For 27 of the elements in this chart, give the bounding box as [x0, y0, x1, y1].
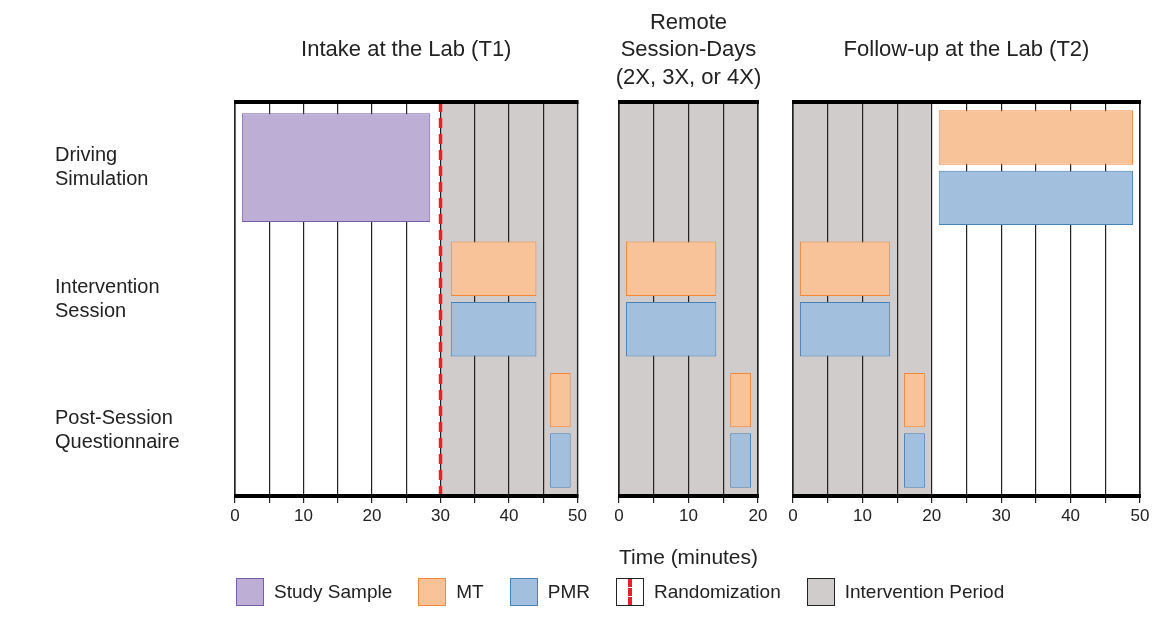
legend-label: Randomization	[653, 581, 781, 603]
y-tick-label: Post-Session Questionnaire	[55, 405, 180, 452]
x-tick-label: 20	[748, 505, 768, 525]
x-tick-label: 30	[991, 505, 1011, 525]
y-tick-label: Intervention Session	[55, 274, 160, 321]
legend-label: PMR	[547, 581, 590, 603]
x-tick-label: 10	[852, 505, 872, 525]
chart-title: Remote Session-Days (2X, 3X, or 4X)	[615, 8, 762, 89]
x-tick-label: 10	[679, 505, 698, 525]
x-tick-label: 50	[568, 505, 588, 525]
x-tick-label: 20	[362, 505, 382, 525]
y-tick-label: Driving Simulation	[55, 143, 149, 190]
x-tick-label: 30	[431, 505, 450, 525]
chart-title: Follow-up at the Lab (T2)	[843, 36, 1090, 62]
x-tick-label: 10	[294, 505, 313, 525]
chart-title: Intake at the Lab (T1)	[301, 36, 512, 62]
x-tick-label: 0	[788, 505, 798, 525]
x-tick-label: 40	[499, 505, 519, 525]
x-tick-label: 0	[230, 505, 240, 525]
legend-label: Intervention Period	[844, 581, 1005, 603]
x-tick-label: 40	[1061, 505, 1081, 525]
x-axis-title: Time (minutes)	[619, 545, 758, 569]
x-tick-label: 20	[922, 505, 942, 525]
x-tick-label: 0	[614, 505, 624, 525]
legend-label: Study Sample	[274, 581, 393, 603]
x-tick-label: 50	[1130, 505, 1150, 525]
legend-label: MT	[456, 581, 484, 603]
